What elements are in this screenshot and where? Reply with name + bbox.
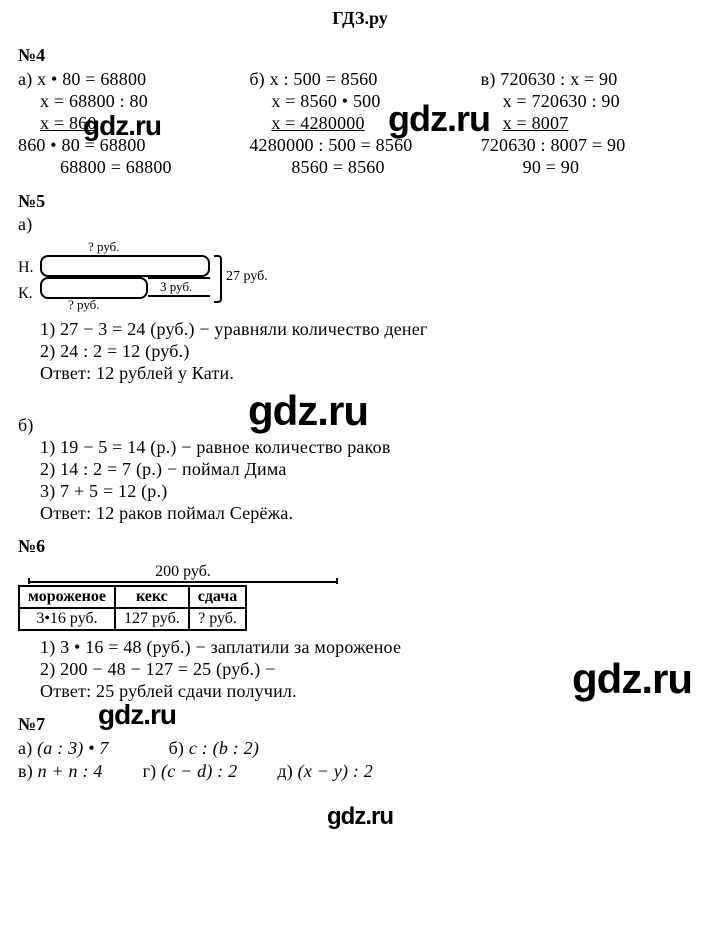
eq-4b-2: x = 8560 • 500 <box>271 91 470 112</box>
label-4c: в) <box>481 69 496 89</box>
watermark-icon: gdz.ru <box>248 387 368 435</box>
watermark-row: gdz.ru <box>18 385 702 431</box>
th-2: кекс <box>115 586 189 608</box>
label-7c: в) <box>18 761 33 781</box>
problem-4c: в) 720630 : x = 90 x = 720630 : 90 x = 8… <box>481 68 702 179</box>
bracket-icon <box>214 255 222 303</box>
diagram-5a: Н. К. ? руб. 3 руб. ? руб. 27 руб. <box>18 239 298 313</box>
diagram-q-top: ? руб. <box>88 239 120 255</box>
eq-4c-2: x = 720630 : 90 <box>503 91 702 112</box>
expr-7b: c : (b : 2) <box>189 738 259 758</box>
th-1: мороженое <box>19 586 115 608</box>
row-7-1: а) (a : 3) • 7 б) c : (b : 2) <box>18 737 702 760</box>
heading-4: №4 <box>18 45 702 66</box>
diagram-q-bot: ? руб. <box>68 297 100 313</box>
ans-5a: Ответ: 12 рублей у Кати. <box>40 363 702 384</box>
eq-6-2: 2) 200 − 48 − 127 = 25 (руб.) − <box>40 659 702 680</box>
problem-4b: б) x : 500 = 8560 x = 8560 • 500 x = 428… <box>249 68 470 179</box>
eq-4a-5: 68800 = 68800 <box>60 157 239 178</box>
ans-6: Ответ: 25 рублей сдачи получил. <box>40 681 702 702</box>
expr-7e: (x − y) : 2 <box>298 761 373 781</box>
site-header: ГДЗ.ру <box>0 0 720 33</box>
problem-4-columns: а) x • 80 = 68800 x = 68800 : 80 x = 860… <box>18 68 702 179</box>
heading-6: №6 <box>18 536 702 557</box>
label-4b: б) <box>249 69 265 89</box>
eq-5b-2: 2) 14 : 2 = 7 (р.) − поймал Дима <box>40 459 702 480</box>
eq-5a-2: 2) 24 : 2 = 12 (руб.) <box>40 341 702 362</box>
expr-7c: n + n : 4 <box>38 761 103 781</box>
label-4a: а) <box>18 69 32 89</box>
eq-4b-1: x : 500 = 8560 <box>270 69 378 89</box>
heading-7: №7 <box>18 714 702 735</box>
footer-watermark: gdz.ru <box>0 803 720 841</box>
eq-5b-1: 1) 19 − 5 = 14 (р.) − равное количество … <box>40 437 702 458</box>
td-1: 3•16 руб. <box>19 608 115 630</box>
expr-7a: (a : 3) • 7 <box>37 738 108 758</box>
label-7d: г) <box>143 761 157 781</box>
diagram-total: 27 руб. <box>226 269 268 285</box>
td-2: 127 руб. <box>115 608 189 630</box>
eq-4a-2: x = 68800 : 80 <box>40 91 239 112</box>
diagram-label-n: Н. <box>18 259 34 277</box>
row-7-2: в) n + n : 4 г) (c − d) : 2 д) (x − y) :… <box>18 760 702 783</box>
label-7b: б) <box>169 738 185 758</box>
eq-4a-4: 860 • 80 = 68800 <box>18 135 239 156</box>
bar-n <box>40 255 210 277</box>
eq-4b-5: 8560 = 8560 <box>291 157 470 178</box>
label-5a: а) <box>18 214 702 235</box>
diagram-three: 3 руб. <box>160 279 192 295</box>
eq-6-1: 1) 3 • 16 = 48 (руб.) − заплатили за мор… <box>40 637 702 658</box>
eq-4c-1: 720630 : x = 90 <box>500 69 617 89</box>
eq-5a-1: 1) 27 − 3 = 24 (руб.) − уравняли количес… <box>40 319 702 340</box>
label-7e: д) <box>277 761 293 781</box>
diagram-6: 200 руб. мороженое кекс сдача 3•16 руб. … <box>18 563 702 631</box>
ans-5b: Ответ: 12 раков поймал Серёжа. <box>40 503 702 524</box>
th-3: сдача <box>189 586 247 608</box>
heading-5: №5 <box>18 191 702 212</box>
label-7a: а) <box>18 738 32 758</box>
eq-5b-3: 3) 7 + 5 = 12 (р.) <box>40 481 702 502</box>
eq-4c-5: 90 = 90 <box>523 157 702 178</box>
bar-k <box>40 277 148 299</box>
eq-4b-4: 4280000 : 500 = 8560 <box>249 135 470 156</box>
page-content: №4 а) x • 80 = 68800 x = 68800 : 80 x = … <box>0 45 720 803</box>
table-6: мороженое кекс сдача 3•16 руб. 127 руб. … <box>18 585 247 631</box>
td-3: ? руб. <box>189 608 247 630</box>
problem-4a: а) x • 80 = 68800 x = 68800 : 80 x = 860… <box>18 68 239 179</box>
eq-4a-1: x • 80 = 68800 <box>37 69 146 89</box>
diagram-label-k: К. <box>18 285 33 303</box>
expr-7d: (c − d) : 2 <box>161 761 237 781</box>
eq-4b-3: x = 4280000 <box>271 113 364 133</box>
eq-4c-4: 720630 : 8007 = 90 <box>481 135 702 156</box>
eq-4c-3: x = 8007 <box>503 113 569 133</box>
diagram-6-top: 200 руб. <box>18 563 348 581</box>
eq-4a-3: x = 860 <box>40 113 97 133</box>
